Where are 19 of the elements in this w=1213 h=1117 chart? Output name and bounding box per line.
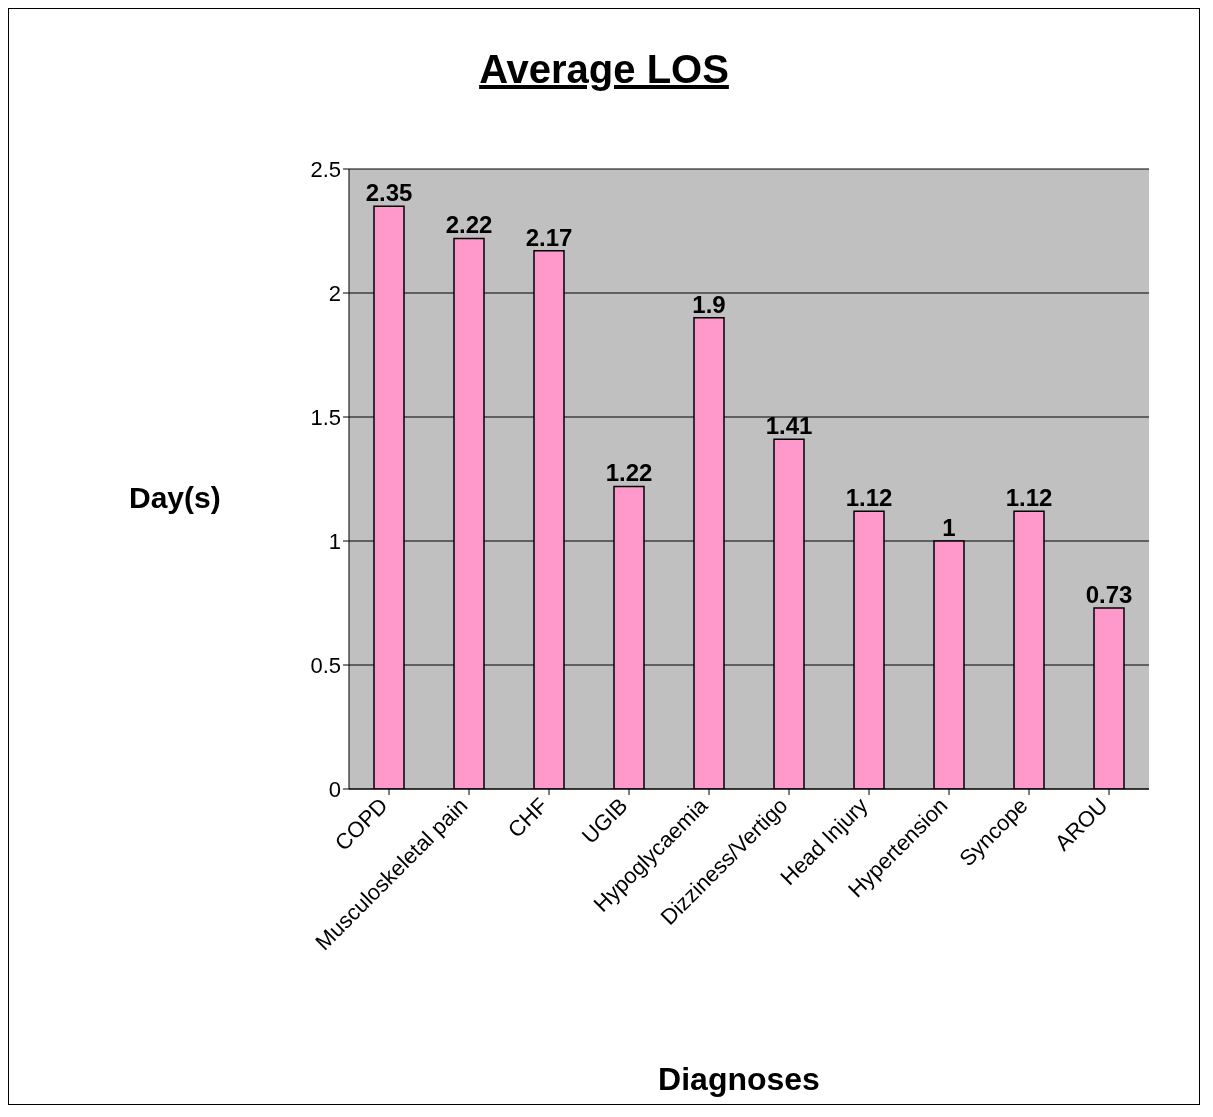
- data-label: 1.9: [692, 290, 726, 318]
- data-label: 1.12: [1005, 484, 1053, 512]
- data-label: 2.17: [525, 223, 573, 251]
- x-axis-title: Diagnoses: [657, 1061, 821, 1098]
- data-label: 1.12: [845, 484, 893, 512]
- y-tick-label: 2: [328, 280, 341, 306]
- data-label: 2.22: [445, 211, 493, 239]
- y-tick-label: 0: [328, 776, 341, 802]
- y-tick-label: 1: [328, 528, 341, 554]
- chart-title: Average LOS: [478, 47, 730, 92]
- data-label: 0.73: [1085, 580, 1133, 608]
- y-tick-label: 0.5: [310, 652, 341, 678]
- data-label: 2.35: [365, 179, 413, 207]
- y-tick-label: 2.5: [310, 156, 341, 182]
- data-label: 1.22: [605, 459, 653, 487]
- y-axis-title: Day(s): [129, 481, 221, 515]
- data-label: 1: [942, 514, 956, 541]
- data-label: 1.41: [765, 412, 813, 440]
- y-tick-label: 1.5: [310, 404, 341, 430]
